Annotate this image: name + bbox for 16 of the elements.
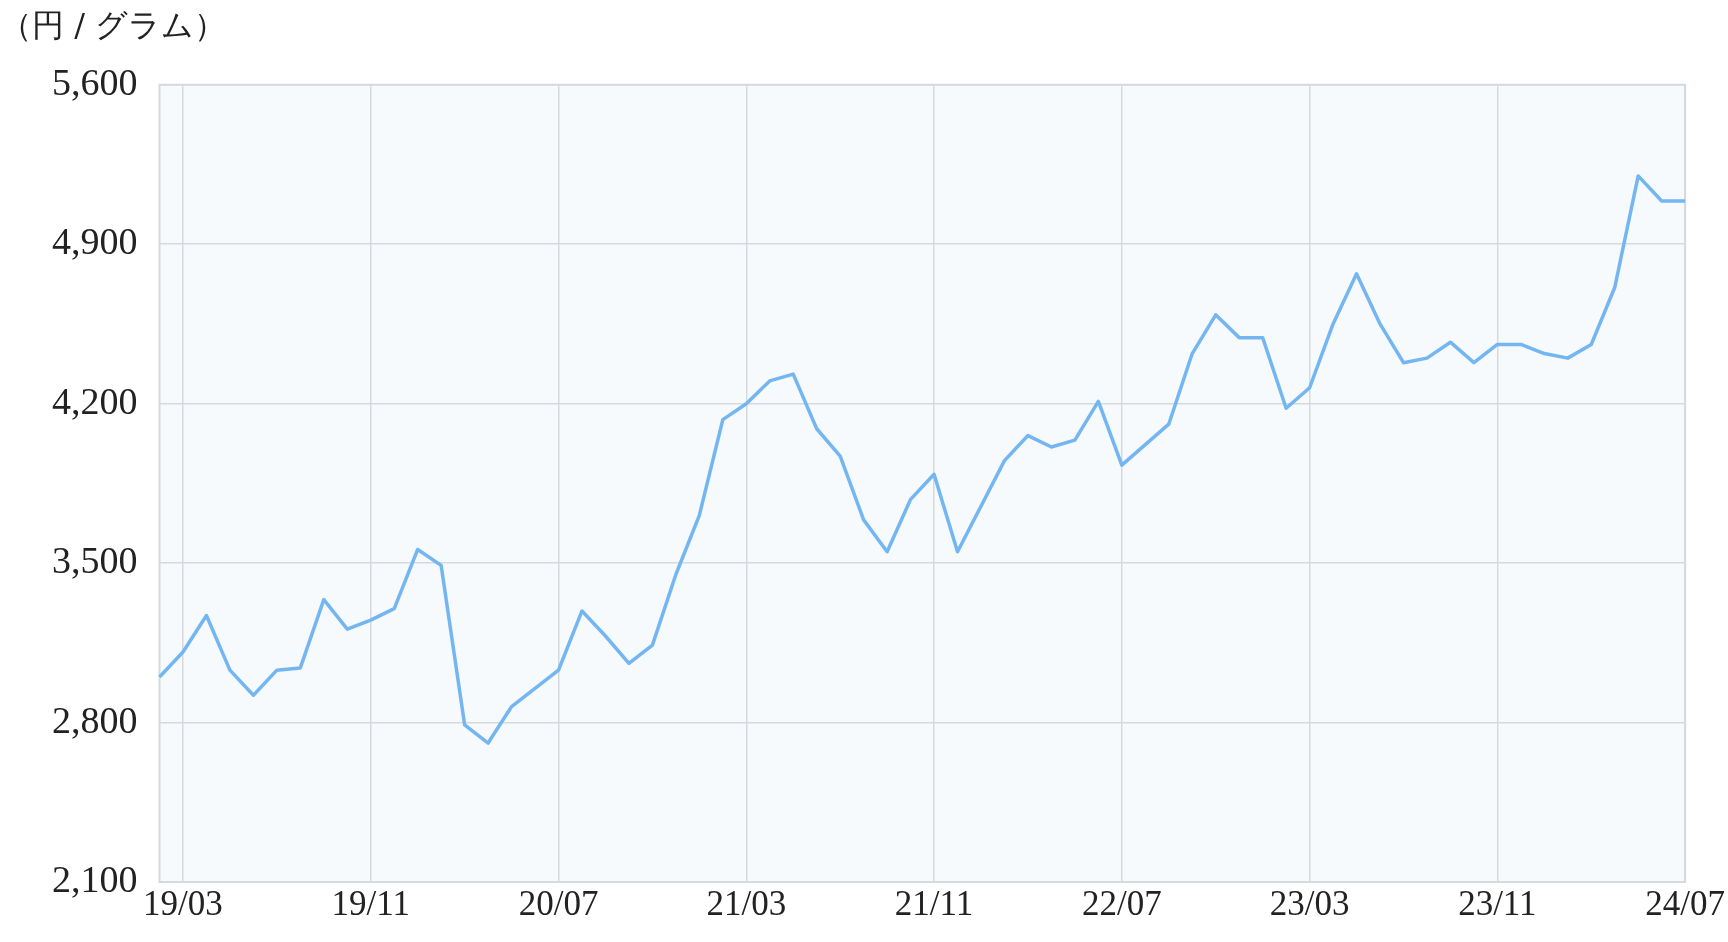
y-axis-title: （円 / グラム） <box>0 5 227 46</box>
x-tick-label: 19/11 <box>331 884 410 924</box>
x-tick-label: 19/03 <box>143 884 223 924</box>
y-tick-label: 2,800 <box>52 698 138 741</box>
y-tick-label: 2,100 <box>52 857 138 900</box>
x-tick-label: 20/07 <box>518 884 599 924</box>
x-tick-label: 22/07 <box>1081 884 1162 924</box>
x-tick-label: 23/11 <box>1458 884 1537 924</box>
x-tick-label: 21/03 <box>706 884 787 924</box>
y-tick-label: 4,200 <box>52 379 138 422</box>
y-tick-label: 5,600 <box>52 60 138 103</box>
x-tick-label: 23/03 <box>1269 884 1350 924</box>
x-tick-label: 21/11 <box>894 884 974 924</box>
y-tick-label: 3,500 <box>52 539 138 582</box>
x-tick-label: 24/07 <box>1645 884 1726 924</box>
y-tick-label: 4,900 <box>52 220 138 263</box>
